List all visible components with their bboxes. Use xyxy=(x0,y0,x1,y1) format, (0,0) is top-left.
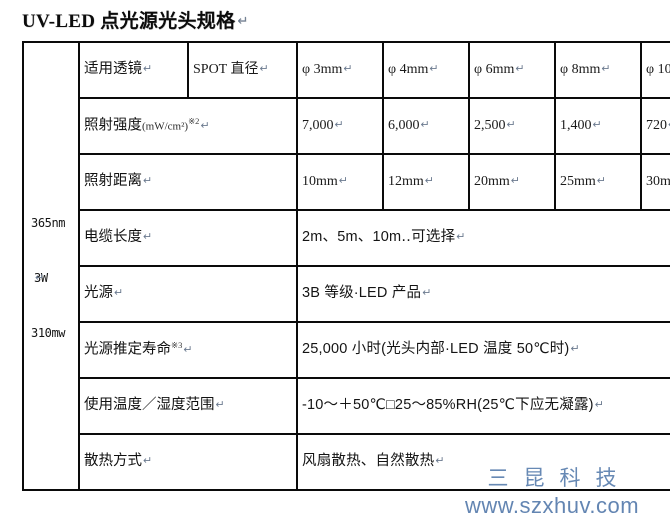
paragraph-mark-icon: ↵ xyxy=(143,175,153,188)
cell-irradiance-4mm: 6,000↵ xyxy=(382,97,470,155)
row-label-cooling: 散热方式↵ xyxy=(78,433,298,491)
header-diameter-8mm: φ 8mm↵ xyxy=(554,41,642,99)
cell-distance-3mm: 10mm↵ xyxy=(296,153,384,211)
paragraph-mark-icon: ↵ xyxy=(570,343,580,356)
cell-irradiance-8mm: 1,400↵ xyxy=(554,97,642,155)
paragraph-mark-icon: ↵ xyxy=(424,175,434,188)
paragraph-mark-icon: ↵ xyxy=(200,119,210,132)
row-label-irradiance: 照射强度(mW/cm²)※2↵ xyxy=(78,97,298,155)
table-row: 照射强度(mW/cm²)※2↵ 7,000↵ 6,000↵ 2,500↵ 1,4… xyxy=(23,97,670,155)
paragraph-mark-icon: ↵ xyxy=(510,175,520,188)
paragraph-mark-icon: ↵ xyxy=(456,231,466,244)
paragraph-mark-icon: ↵ xyxy=(592,119,602,132)
cell-irradiance-6mm: 2,500↵ xyxy=(468,97,556,155)
paragraph-mark-icon: ↵ xyxy=(668,119,670,131)
cell-distance-8mm: 25mm↵ xyxy=(554,153,642,211)
cell-cable-length-value: 2m、5m、10m‥可选择↵ xyxy=(296,209,670,267)
table-row: 散热方式↵ 风扇散热、自然散热↵ xyxy=(23,433,670,491)
paragraph-mark-icon: ↵ xyxy=(506,119,516,132)
paragraph-mark-icon: ↵ xyxy=(429,63,439,76)
spec-table: 365nm 3W ↵ 310mw 适用透镜↵ SPOT 直径↵ φ 3mm↵ φ … xyxy=(22,41,670,491)
table-row-header: 365nm 3W ↵ 310mw 适用透镜↵ SPOT 直径↵ φ 3mm↵ φ … xyxy=(22,41,670,491)
paragraph-mark-icon: ↵ xyxy=(420,119,430,132)
paragraph-mark-icon: ↵ xyxy=(114,287,124,300)
row-label-lifetime: 光源推定寿命※3↵ xyxy=(78,321,298,379)
cell-irradiance-3mm: 7,000↵ xyxy=(296,97,384,155)
cell-distance-4mm: 12mm↵ xyxy=(382,153,470,211)
watermark-url: www.szxhuv.com xyxy=(464,493,640,518)
paragraph-mark-icon: ↵ xyxy=(143,231,153,244)
paragraph-mark-icon: ↵ xyxy=(343,63,353,76)
table-row: 光源推定寿命※3↵ 25,000 小时(光头内部·LED 温度 50℃时)↵ xyxy=(23,321,670,379)
header-spot-label: SPOT 直径↵ xyxy=(187,41,298,99)
power-stack: 365nm 3W ↵ 310mw xyxy=(31,216,66,340)
row-label-temp-humidity: 使用温度／湿度范围↵ xyxy=(78,377,298,435)
cell-lifetime-value: 25,000 小时(光头内部·LED 温度 50℃时)↵ xyxy=(296,321,670,379)
paragraph-mark-icon: ↵ xyxy=(594,399,604,412)
paragraph-mark-icon: ↵ xyxy=(237,13,249,28)
table-row: 照射距离↵ 10mm↵ 12mm↵ 20mm↵ 25mm↵ 30mm↵ xyxy=(23,153,670,211)
paragraph-mark-icon: ↵ xyxy=(35,272,44,284)
header-diameter-10mm: φ 10mm↵ xyxy=(640,41,670,99)
paragraph-mark-icon: ↵ xyxy=(515,63,525,76)
header-diameter-4mm: φ 4mm↵ xyxy=(382,41,470,99)
paragraph-mark-icon: ↵ xyxy=(338,175,348,188)
cell-cooling-value: 风扇散热、自然散热↵ xyxy=(296,433,670,491)
header-diameter-6mm: φ 6mm↵ xyxy=(468,41,556,99)
row-label-cable-length: 电缆长度↵ xyxy=(78,209,298,267)
cell-irradiance-10mm: 720↵ xyxy=(640,97,670,155)
paragraph-mark-icon: ↵ xyxy=(334,119,344,132)
table-row: 光源↵ 3B 等级·LED 产品↵ xyxy=(23,265,670,323)
paragraph-mark-icon: ↵ xyxy=(422,287,432,300)
page-title: UV-LED 点光源光头规格 ↵ xyxy=(22,6,249,33)
row-label-distance: 照射距离↵ xyxy=(78,153,298,211)
paragraph-mark-icon: ↵ xyxy=(259,63,269,76)
table-row: 电缆长度↵ 2m、5m、10m‥可选择↵ xyxy=(23,209,670,267)
paragraph-mark-icon: ↵ xyxy=(183,343,193,356)
header-lens-label: 适用透镜↵ xyxy=(78,41,189,99)
cell-distance-10mm: 30mm↵ xyxy=(640,153,670,211)
table-row: 使用温度／湿度范围↵ -10～＋50℃□25～85%RH(25℃下应无凝露)↵ xyxy=(23,377,670,435)
power-spec-cell: 365nm 3W ↵ 310mw xyxy=(22,41,80,491)
cell-distance-6mm: 20mm↵ xyxy=(468,153,556,211)
wavelength-value: 365nm xyxy=(31,216,66,230)
paragraph-mark-icon: ↵ xyxy=(601,63,611,76)
paragraph-mark-icon: ↵ xyxy=(596,175,606,188)
paragraph-mark-icon: ↵ xyxy=(215,399,225,412)
power-mw-value: 310mw xyxy=(31,326,66,340)
paragraph-mark-icon: ↵ xyxy=(435,455,445,468)
paragraph-mark-icon: ↵ xyxy=(143,455,153,468)
page-title-text: UV-LED 点光源光头规格 xyxy=(22,11,236,32)
paragraph-mark-icon: ↵ xyxy=(143,63,153,76)
header-diameter-3mm: φ 3mm↵ xyxy=(296,41,384,99)
row-label-light-source: 光源↵ xyxy=(78,265,298,323)
cell-light-source-value: 3B 等级·LED 产品↵ xyxy=(296,265,670,323)
cell-temp-humidity-value: -10～＋50℃□25～85%RH(25℃下应无凝露)↵ xyxy=(296,377,670,435)
